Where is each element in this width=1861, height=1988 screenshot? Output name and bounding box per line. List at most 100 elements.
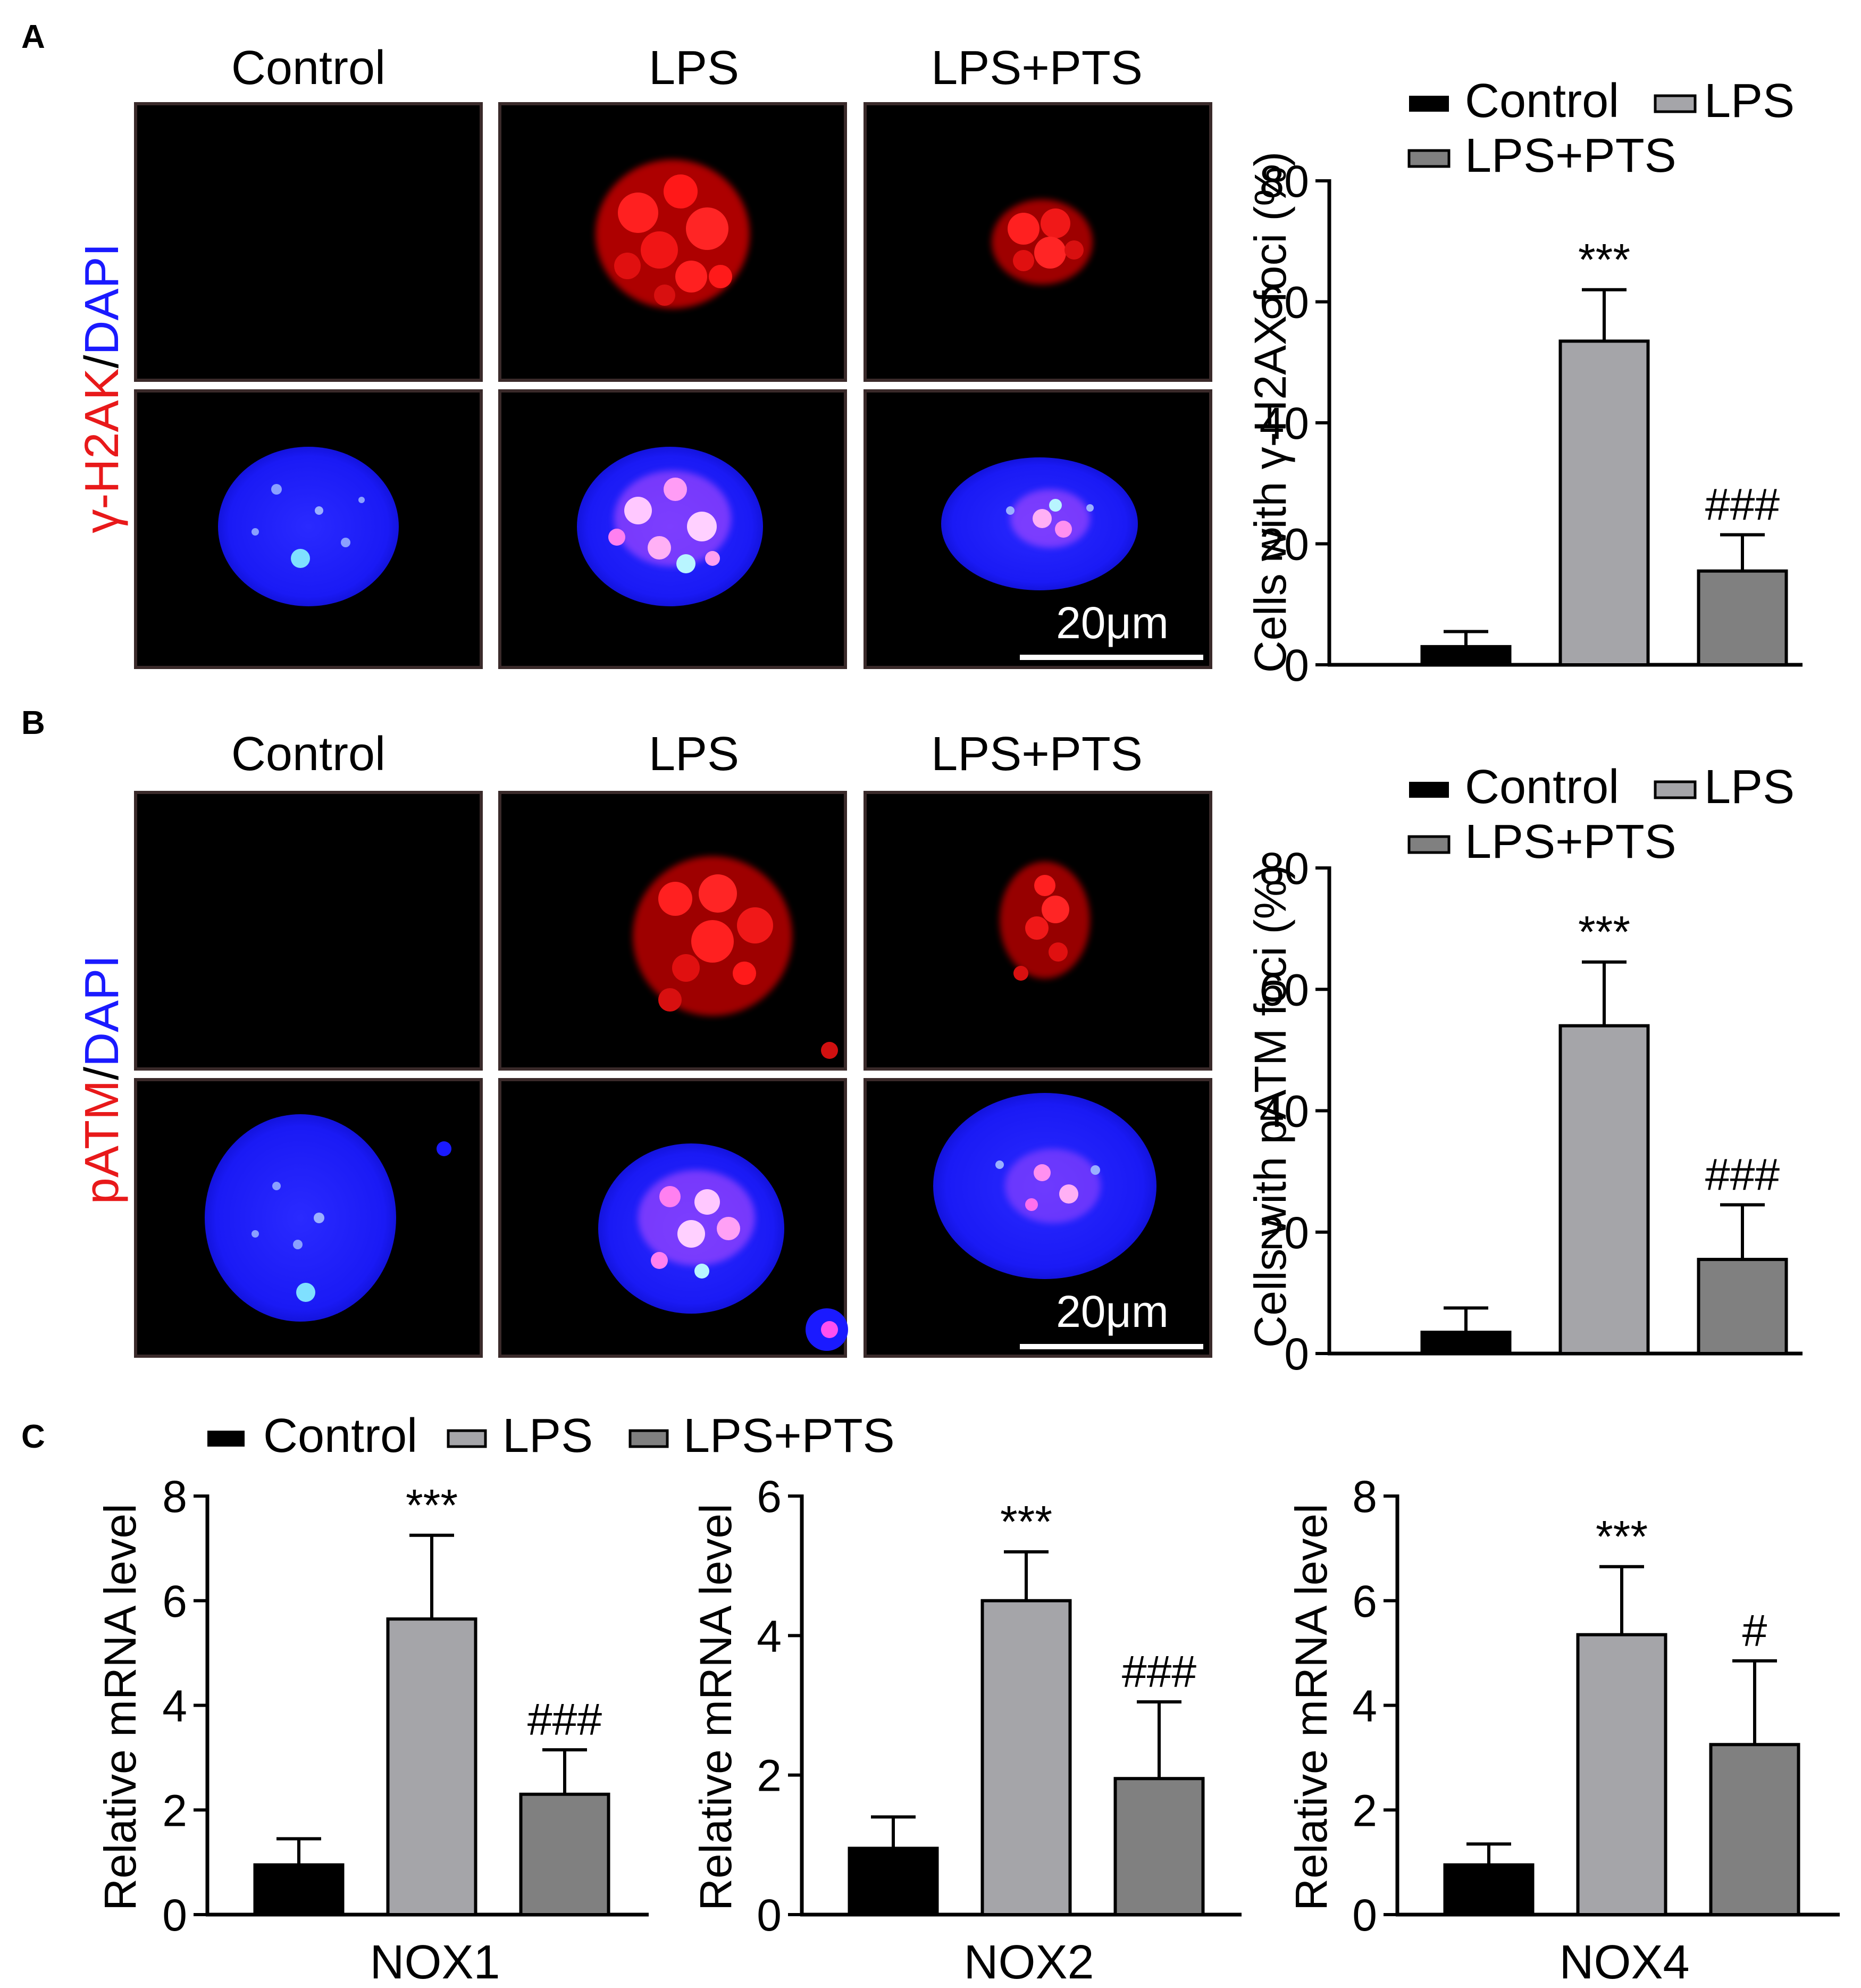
panel-a-col-lps: LPS <box>649 41 739 95</box>
image-a-lps-pts-marker <box>864 102 1212 382</box>
legend-b-lps-pts-swatch <box>1407 835 1451 854</box>
legend-a-lps: LPS <box>1704 74 1795 128</box>
chart-c3-ytick-label: 2 <box>1352 1785 1377 1835</box>
image-b-control-merge <box>134 1078 483 1358</box>
panel-a-marker-label: γ-H2AK <box>76 369 129 533</box>
legend-b-control: Control <box>1465 761 1619 814</box>
legend-a-lps-pts: LPS+PTS <box>1465 129 1676 182</box>
legend-a: Control LPS LPS+PTS <box>1407 74 1795 182</box>
legend-b-lps-swatch <box>1654 780 1697 799</box>
chart-c2-ytick-label: 4 <box>757 1611 782 1661</box>
panel-b-letter: B <box>21 705 45 741</box>
chart-b-ytick-label: 40 <box>1260 1087 1309 1137</box>
legend-c-lps-pts-swatch <box>628 1429 669 1448</box>
legend-a-lps-pts-swatch <box>1407 149 1451 168</box>
chart-c1-bar <box>386 1617 477 1916</box>
chart-c2-bar <box>980 1599 1072 1916</box>
chart-c2-bar <box>848 1847 939 1916</box>
panel-b-row-label: pATM/DAPI <box>76 955 129 1204</box>
chart-b-significance: ### <box>1705 1149 1780 1199</box>
chart-c1-ytick-label: 8 <box>162 1472 187 1522</box>
legend-b-lps-pts: LPS+PTS <box>1465 815 1676 868</box>
chart-a-ytick-label: 0 <box>1284 640 1309 690</box>
chart-c3-significance: # <box>1742 1606 1767 1656</box>
image-a-control-merge <box>134 389 483 669</box>
image-a-lps-merge <box>498 389 847 669</box>
panel-a-separator: / <box>76 355 129 368</box>
chart-b: Cells with pATM foci (%) Control LPS LPS… <box>1245 761 1795 1348</box>
chart-c3-bar <box>1709 1743 1800 1916</box>
image-b-lps-pts-marker <box>864 791 1212 1071</box>
chart-a-ytick-label: 60 <box>1260 278 1309 328</box>
chart-c3-ylabel: Relative mRNA level <box>1286 1503 1336 1911</box>
chart-c1-ytick-label: 6 <box>162 1576 187 1626</box>
chart-a-ylabel: Cells with γ-H2AX foci (%) <box>1245 152 1295 673</box>
panel-b-col-lps: LPS <box>649 728 739 781</box>
chart-c3-significance: *** <box>1596 1511 1648 1561</box>
panel-a-dapi-label: DAPI <box>76 243 129 355</box>
chart-a: Cells with γ-H2AX foci (%) Control LPS L… <box>1245 74 1795 673</box>
chart-c1-ytick-label: 2 <box>162 1785 187 1835</box>
image-a-control-marker <box>134 102 483 382</box>
chart-c1-significance: *** <box>406 1480 458 1530</box>
chart-b-bar <box>1558 1024 1650 1355</box>
chart-b-ytick-label: 80 <box>1260 843 1309 893</box>
chart-a-ytick-label: 80 <box>1260 156 1309 206</box>
chart-a-plot: 0 20 40 60 80 *** ### <box>1260 156 1803 690</box>
panel-b-marker-label: pATM <box>76 1080 129 1204</box>
legend-c-control-swatch <box>207 1431 245 1447</box>
chart-a-significance: *** <box>1578 235 1630 285</box>
chart-a-significance: ### <box>1705 479 1780 529</box>
chart-c3-xlabel: NOX4 <box>1559 1936 1689 1988</box>
panel-c-letter: C <box>21 1418 45 1455</box>
chart-b-significance: *** <box>1578 907 1630 957</box>
chart-a-bar <box>1558 339 1650 666</box>
image-b-control-marker <box>134 791 483 1071</box>
chart-b-bar <box>1697 1258 1788 1355</box>
legend-a-control: Control <box>1465 74 1619 128</box>
legend-c-lps: LPS <box>502 1409 593 1463</box>
panel-b-col-control: Control <box>231 728 385 781</box>
chart-c2-ytick-label: 0 <box>757 1890 782 1940</box>
chart-c2-xlabel: NOX2 <box>963 1936 1094 1988</box>
chart-c1-bar <box>519 1792 610 1917</box>
legend-c-control: Control <box>263 1409 417 1463</box>
image-a-lps-marker <box>498 102 847 382</box>
chart-c2-significance: ### <box>1122 1647 1196 1697</box>
chart-c3-bar <box>1576 1633 1667 1917</box>
chart-b-ylabel: Cells with pATM foci (%) <box>1245 865 1295 1348</box>
legend-c: Control LPS LPS+PTS <box>207 1409 895 1463</box>
image-a-lps-pts-merge: 20μm <box>864 389 1212 669</box>
legend-b-control-swatch <box>1409 782 1449 798</box>
chart-c2-significance: *** <box>1000 1497 1052 1547</box>
chart-c3-ytick-label: 6 <box>1352 1576 1377 1626</box>
legend-a-lps-swatch <box>1654 94 1697 113</box>
panel-b: B Control LPS LPS+PTS pATM/DAPI <box>21 705 1795 1358</box>
chart-a-bar <box>1420 645 1512 666</box>
chart-b-ytick-label: 20 <box>1260 1208 1309 1258</box>
chart-c3-plot: 0 2 4 6 8 *** # <box>1352 1472 1840 1940</box>
image-b-lps-merge <box>498 1078 848 1358</box>
chart-c3-ytick-label: 8 <box>1352 1472 1377 1522</box>
chart-a-ytick-label: 20 <box>1260 520 1309 570</box>
chart-c3-ytick-label: 4 <box>1352 1681 1377 1731</box>
panel-a-col-lps-pts: LPS+PTS <box>931 41 1143 95</box>
panel-a-row-label: γ-H2AK/DAPI <box>76 243 129 533</box>
chart-c1-plot: 0 2 4 6 8 *** ### <box>162 1472 649 1940</box>
chart-b-ytick-label: 0 <box>1284 1329 1309 1379</box>
legend-c-lps-pts: LPS+PTS <box>683 1409 895 1463</box>
image-b-lps-pts-merge: 20μm <box>864 1078 1212 1358</box>
chart-a-bar <box>1697 569 1788 666</box>
chart-c2-bar <box>1113 1777 1205 1917</box>
chart-c2-ylabel: Relative mRNA level <box>691 1503 741 1911</box>
chart-b-plot: 0 20 40 60 80 *** ### <box>1260 843 1803 1379</box>
image-b-lps-marker <box>498 791 847 1071</box>
chart-c2-ytick-label: 6 <box>757 1472 782 1522</box>
chart-c1-ytick-label: 4 <box>162 1681 187 1731</box>
legend-a-control-swatch <box>1409 96 1449 112</box>
chart-a-ytick-label: 40 <box>1260 398 1309 448</box>
chart-b-ytick-label: 60 <box>1260 965 1309 1015</box>
chart-c1-ylabel: Relative mRNA level <box>95 1503 145 1911</box>
panel-c: C Control LPS LPS+PTS Relative mRNA leve… <box>21 1409 1690 1988</box>
